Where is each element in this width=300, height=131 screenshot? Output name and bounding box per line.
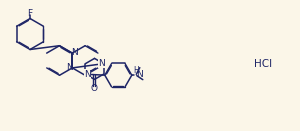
Text: N: N [84, 70, 91, 79]
Text: N: N [66, 63, 73, 72]
Text: N: N [98, 59, 105, 68]
Text: O: O [90, 84, 98, 93]
Text: N: N [136, 70, 143, 79]
Text: H: H [133, 66, 139, 75]
Text: N: N [71, 48, 78, 57]
Text: F: F [27, 9, 32, 18]
Text: HCl: HCl [254, 59, 272, 69]
